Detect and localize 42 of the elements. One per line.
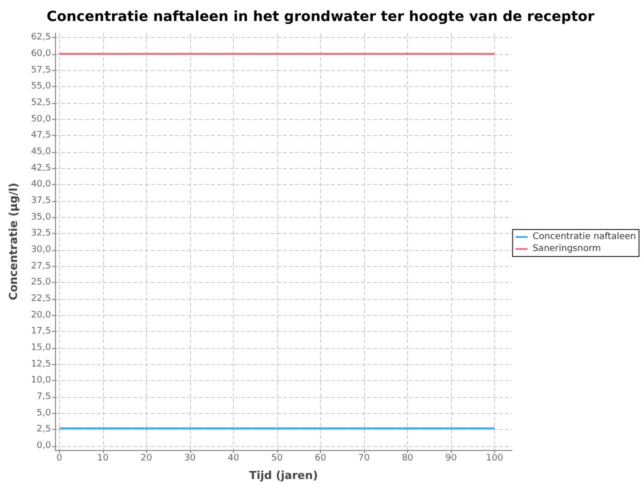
x-tick-label: 10 [97,454,109,464]
y-tick-label: 47,5 [30,130,51,141]
x-tick-label: 60 [314,454,326,464]
y-tick-label: 12,5 [30,359,51,370]
y-tick-label: 55,0 [30,82,52,92]
x-tick-label: 30 [184,454,196,464]
y-tick-label: 52,5 [30,98,51,108]
y-tick-label: 62,5 [30,32,51,43]
y-tick-label: 25,0 [30,278,52,288]
y-tick-label: 45,0 [30,146,52,157]
x-tick-label: 80 [402,454,414,464]
y-tick-label: 37,5 [30,196,51,206]
y-tick-label: 32,5 [30,228,51,239]
y-tick-label: 15,0 [30,343,52,354]
y-tick-label: 0,0 [36,441,52,452]
x-tick-label: 40 [228,454,240,464]
x-tick-label: 0 [56,454,62,464]
x-tick-label: 90 [445,454,458,464]
y-tick-label: 27,5 [30,261,51,272]
y-tick-label: 20,0 [30,310,52,320]
y-tick-label: 60,0 [30,48,52,59]
legend-label: Saneringsnorm [532,244,601,254]
y-tick-label: 17,5 [30,326,51,337]
x-axis-title: Tijd (jaren) [249,469,318,482]
y-tick-label: 57,5 [30,65,51,76]
legend-label: Concentratie naftaleen [532,232,636,242]
y-tick-label: 10,0 [30,376,52,386]
y-tick-label: 35,0 [30,212,52,222]
x-tick-label: 70 [358,454,370,464]
y-tick-label: 7,5 [36,392,51,402]
y-tick-label: 22,5 [30,294,51,304]
y-tick-label: 2,5 [36,424,51,435]
x-tick-label: 50 [271,454,283,464]
x-tick-label: 100 [486,454,504,464]
y-axis-title: Concentratie (µg/l) [7,182,20,300]
chart-title: Concentratie naftaleen in het grondwater ter hoogte van de receptor [46,9,595,25]
x-tick-label: 20 [140,454,152,464]
y-tick-label: 42,5 [30,163,51,174]
y-tick-label: 50,0 [30,114,52,124]
y-tick-label: 5,0 [36,408,52,418]
y-tick-label: 30,0 [30,244,52,255]
y-tick-label: 40,0 [30,180,52,190]
